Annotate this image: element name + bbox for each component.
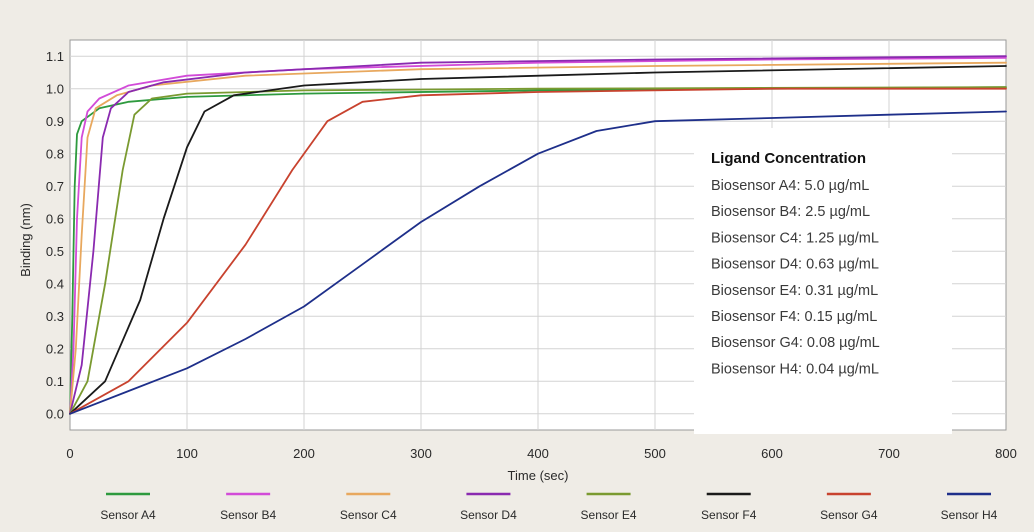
x-axis-title: Time (sec) (508, 468, 569, 483)
legend-label-sensor-a4: Sensor A4 (100, 508, 156, 522)
x-axis-ticks: 0 100 200 300 400 500 600 700 800 (66, 446, 1016, 461)
annotation-line: Biosensor D4: 0.63 µg/mL (711, 257, 879, 273)
y-tick-label: 0.2 (46, 341, 64, 356)
legend-label-sensor-g4: Sensor G4 (820, 508, 878, 522)
y-tick-label: 1.1 (46, 49, 64, 64)
legend-label-sensor-d4: Sensor D4 (460, 508, 517, 522)
annotation-line: Biosensor A4: 5.0 µg/mL (711, 178, 869, 194)
x-tick-label: 400 (527, 446, 549, 461)
annotation-line: Biosensor F4: 0.15 µg/mL (711, 309, 877, 325)
series-line-sensor-d4 (69, 55, 1007, 415)
legend: Sensor A4 Sensor B4 Sensor C4 Sensor D4 Sens… (100, 492, 998, 522)
annotation-line: Biosensor C4: 1.25 µg/mL (711, 230, 879, 246)
x-tick-label: 0 (66, 446, 73, 461)
y-tick-label: 0.9 (46, 114, 64, 129)
annotation-line: Biosensor H4: 0.04 µg/mL (711, 361, 879, 377)
legend-label-sensor-e4: Sensor E4 (581, 508, 637, 522)
y-axis-title: Binding (nm) (18, 203, 33, 277)
x-tick-label: 800 (995, 446, 1017, 461)
series-line-sensor-b4 (69, 57, 1007, 415)
x-tick-label: 500 (644, 446, 666, 461)
series-lines (69, 55, 1007, 415)
x-tick-label: 600 (761, 446, 783, 461)
y-tick-label: 0.1 (46, 374, 64, 389)
annotation-line: Biosensor G4: 0.08 µg/mL (711, 335, 880, 351)
annotation-background (694, 128, 952, 434)
y-axis-ticks: 0.0 0.1 0.2 0.3 0.4 0.5 0.6 0.7 0.8 0.9 1.0 1.1 (46, 49, 64, 422)
legend-label-sensor-f4: Sensor F4 (701, 508, 757, 522)
series-line-sensor-e4 (69, 86, 1007, 415)
x-tick-label: 100 (176, 446, 198, 461)
y-tick-label: 0.4 (46, 276, 64, 291)
series-line-sensor-g4 (69, 87, 1007, 415)
legend-label-sensor-h4: Sensor H4 (941, 508, 998, 522)
x-tick-label: 700 (878, 446, 900, 461)
annotation-lines: Biosensor A4: 5.0 µg/mL Biosensor B4: 2.5… (711, 178, 880, 377)
annotation-title: Ligand Concentration (711, 150, 866, 167)
y-tick-label: 0.0 (46, 406, 64, 421)
x-tick-label: 300 (410, 446, 432, 461)
legend-label-sensor-c4: Sensor C4 (340, 508, 397, 522)
series-line-sensor-c4 (69, 61, 1007, 415)
y-tick-label: 0.7 (46, 179, 64, 194)
x-tick-label: 200 (293, 446, 315, 461)
series-line-sensor-f4 (69, 65, 1007, 415)
y-tick-label: 1.0 (46, 81, 64, 96)
annotation-line: Biosensor E4: 0.31 µg/mL (711, 283, 878, 299)
y-tick-label: 0.5 (46, 244, 64, 259)
legend-label-sensor-b4: Sensor B4 (220, 508, 276, 522)
y-tick-label: 0.3 (46, 309, 64, 324)
y-tick-label: 0.8 (46, 146, 64, 161)
y-tick-label: 0.6 (46, 211, 64, 226)
annotation-line: Biosensor B4: 2.5 µg/mL (711, 204, 870, 220)
annotation-box: Ligand Concentration Biosensor A4: 5.0 µ… (694, 128, 952, 434)
series-line-sensor-h4 (69, 110, 1007, 415)
